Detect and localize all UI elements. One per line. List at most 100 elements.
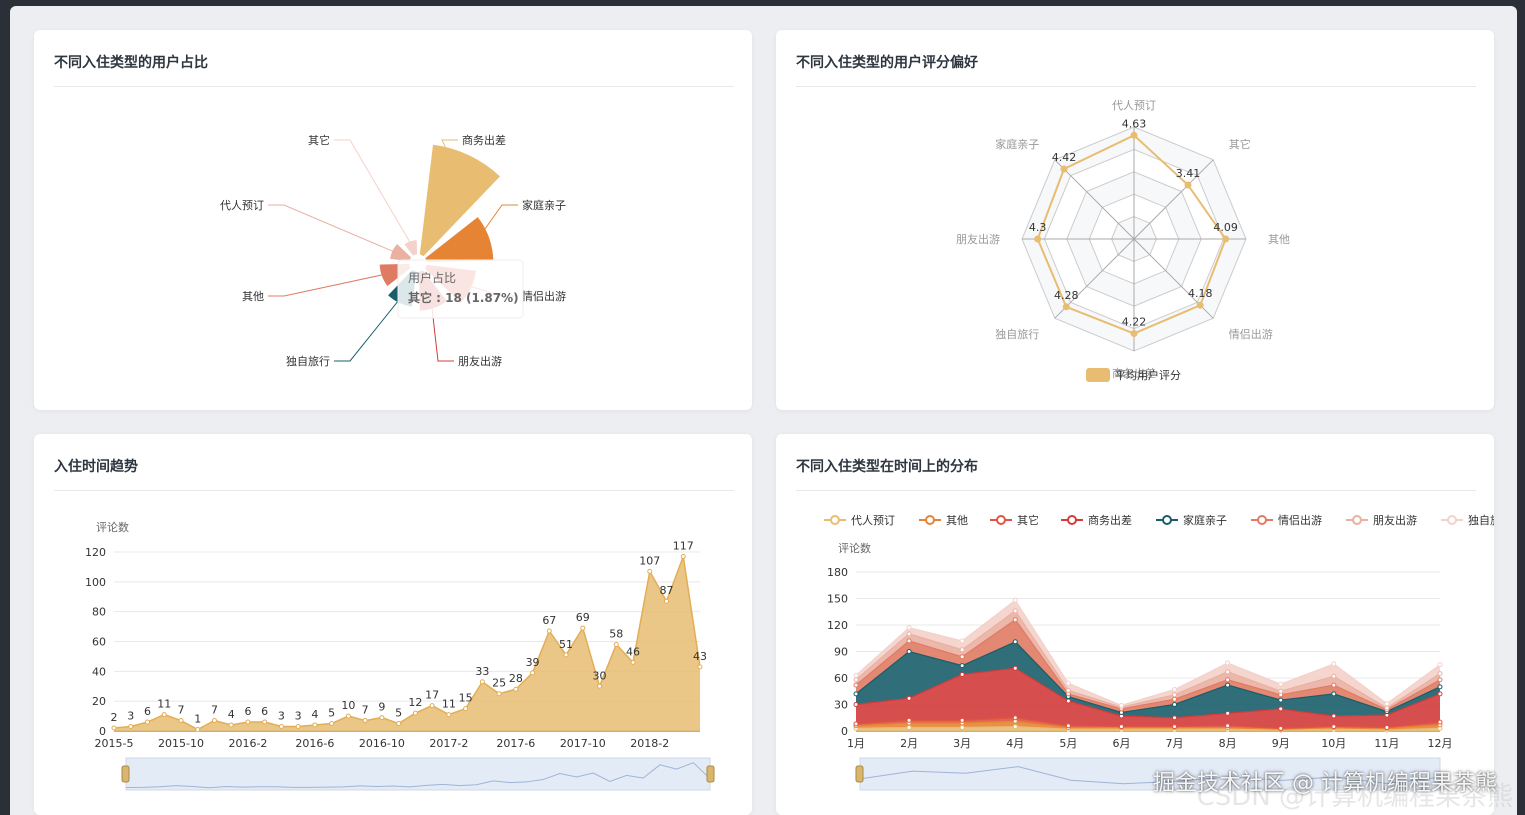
trend-xtick: 2017-6 (496, 737, 535, 750)
trend-point (530, 670, 536, 676)
trend-xtick: 2016-6 (295, 737, 334, 750)
stack-datazoom-handle-left[interactable] (855, 765, 864, 783)
trend-point (111, 725, 117, 731)
pie-slice-1[interactable] (418, 143, 502, 258)
watermark-back: CSDN @计算机编程果茶熊 (1196, 782, 1513, 812)
radar-value-label: 4.3 (1029, 221, 1047, 234)
stack-point (1012, 608, 1018, 614)
stack-area-商务出差 (856, 668, 1440, 729)
trend-value-label: 4 (228, 708, 235, 721)
stack-point (906, 717, 912, 723)
stacked-area-chart[interactable]: 评论数 0 30 60 90 120 150 180 1月 2月 3月 4月 5月 6月 7月 8月 9月 10月… (776, 434, 1494, 815)
stack-area-情侣出游 (856, 619, 1440, 713)
trend-point (412, 710, 418, 716)
stack-point (853, 691, 859, 697)
trend-value-label: 67 (542, 614, 556, 627)
trend-point (496, 691, 502, 697)
trend-value-label: 3 (295, 710, 302, 723)
trend-xtick: 2015-10 (158, 737, 204, 750)
trend-ytick: 40 (92, 665, 106, 678)
trend-value-label: 69 (576, 611, 590, 624)
stack-legend-item[interactable]: 情侣出游 (1251, 513, 1322, 527)
dashboard: 不同入住类型的用户占比 商务出差 家庭亲子 情侣出游 朋友出游 独自旅行 其他 代人预订 其它… (10, 6, 1517, 815)
stack-point (1331, 724, 1337, 730)
legend-label: 家庭亲子 (1183, 513, 1227, 527)
stack-legend-item[interactable]: 商务出差 (1061, 513, 1132, 527)
stack-legend-item[interactable]: 朋友出游 (1346, 513, 1417, 527)
stack-point (853, 672, 859, 678)
trend-card-title: 入住时间趋势 (54, 459, 138, 475)
radar-value-label: 4.28 (1054, 289, 1079, 302)
trend-value-label: 12 (408, 696, 422, 709)
trend-point (680, 553, 686, 559)
stack-point (1225, 660, 1231, 666)
trend-value-label: 46 (626, 645, 640, 658)
legend-label: 其它 (1017, 513, 1039, 527)
trend-point (195, 727, 201, 733)
trend-ytick: 0 (99, 725, 106, 738)
stack-point (1225, 669, 1231, 675)
stack-point (1437, 691, 1443, 697)
radar-legend-label: 平均用户评分 (1115, 368, 1181, 382)
stack-point (1065, 698, 1071, 704)
stack-legend-item[interactable]: 独自旅行 (1441, 513, 1494, 527)
trend-point (697, 664, 703, 670)
stack-point (959, 638, 965, 644)
legend-marker (1352, 515, 1362, 525)
radar-point (1034, 235, 1042, 243)
stack-point (1331, 713, 1337, 719)
legend-marker (996, 515, 1006, 525)
trend-datazoom-handle-left[interactable] (121, 765, 130, 783)
stack-line (855, 599, 1441, 707)
radar-value-label: 4.22 (1122, 316, 1147, 329)
legend-marker (1257, 515, 1267, 525)
radar-point (1196, 301, 1204, 309)
radar-point (1130, 131, 1138, 139)
stack-point (1172, 702, 1178, 707)
stack-line (855, 641, 1441, 714)
stack-legend-item[interactable]: 家庭亲子 (1156, 513, 1227, 527)
trend-value-label: 3 (127, 710, 134, 723)
stack-point (906, 649, 912, 654)
stack-point (1118, 702, 1124, 708)
trend-xtick: 2017-10 (560, 737, 606, 750)
trend-ylabel: 评论数 (96, 520, 129, 534)
stack-point (1172, 696, 1178, 702)
legend-marker (830, 515, 840, 525)
pie-slice-8[interactable] (402, 238, 419, 258)
legend-label: 其他 (946, 514, 968, 527)
trend-point (161, 712, 167, 718)
radar-axis (1054, 159, 1135, 240)
legend-label: 代人预订 (851, 514, 895, 527)
stack-xtick: 2月 (900, 737, 918, 750)
trend-point (563, 652, 569, 658)
stack-point (1384, 705, 1390, 711)
stack-point (1331, 691, 1337, 697)
pie-card: 不同入住类型的用户占比 商务出差 家庭亲子 情侣出游 朋友出游 独自旅行 其他 代人预订 其它… (34, 30, 752, 410)
trend-value-label: 2 (111, 711, 118, 724)
radar-value-label: 4.63 (1122, 117, 1147, 130)
stack-legend-item[interactable]: 其它 (990, 513, 1039, 527)
trend-value-label: 6 (144, 705, 151, 718)
pie-card-divider (54, 86, 734, 87)
pie-label: 其他 (242, 290, 264, 303)
radar-card-divider (796, 86, 1476, 87)
stack-legend-item[interactable]: 其他 (919, 514, 968, 527)
stack-legend-item[interactable]: 代人预订 (824, 514, 895, 527)
trend-xtick: 2015-5 (95, 737, 134, 750)
trend-value-label: 11 (157, 698, 171, 711)
stack-point (1331, 661, 1337, 667)
stack-line (855, 720, 1441, 730)
trend-point (211, 718, 217, 724)
trend-value-label: 107 (639, 554, 660, 567)
trend-datazoom-handle-right[interactable] (706, 765, 715, 783)
trend-value-label: 87 (660, 584, 674, 597)
radar-value-label: 4.09 (1213, 221, 1238, 234)
trend-ytick: 100 (85, 576, 106, 589)
stack-point (1437, 719, 1443, 725)
trend-xtick: 2017-2 (429, 737, 468, 750)
trend-value-label: 25 (492, 677, 506, 690)
